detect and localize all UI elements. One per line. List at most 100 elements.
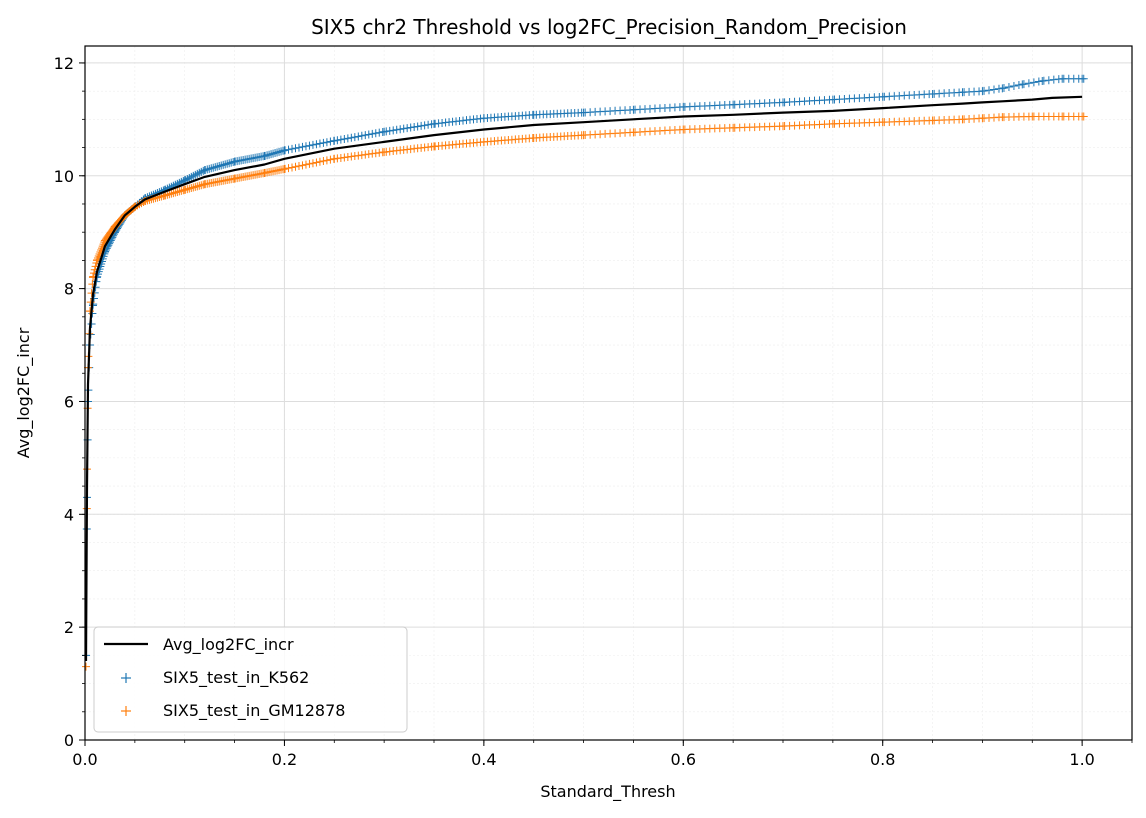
data-point xyxy=(312,158,321,167)
data-point xyxy=(217,161,226,170)
data-point xyxy=(336,135,345,144)
data-point xyxy=(343,134,352,143)
x-tick-label: 0.0 xyxy=(72,750,97,769)
data-point xyxy=(329,136,338,145)
data-point xyxy=(354,132,363,141)
data-point xyxy=(213,162,222,171)
axes-frame xyxy=(84,45,1133,741)
data-point xyxy=(279,146,288,155)
data-point xyxy=(980,86,989,95)
data-point xyxy=(298,161,307,170)
data-point xyxy=(424,120,433,129)
y-tick-label: 12 xyxy=(54,54,74,73)
y-tick-label: 8 xyxy=(64,280,74,299)
data-point xyxy=(183,185,192,194)
data-point xyxy=(281,146,290,155)
data-point xyxy=(165,190,174,199)
data-point xyxy=(227,158,236,167)
x-tick-label: 0.8 xyxy=(870,750,895,769)
data-point xyxy=(329,154,338,163)
y-tick-label: 4 xyxy=(64,505,74,524)
data-point xyxy=(263,151,272,160)
data-point xyxy=(284,145,293,154)
data-point xyxy=(340,134,349,143)
data-point xyxy=(195,168,204,177)
plot-area xyxy=(81,74,1088,671)
data-point xyxy=(371,129,380,138)
x-tick-label: 0.4 xyxy=(471,750,496,769)
data-point xyxy=(89,294,98,303)
data-point xyxy=(86,298,95,307)
data-point xyxy=(301,160,310,169)
data-point xyxy=(357,131,366,140)
data-point xyxy=(81,662,90,671)
data-point xyxy=(169,189,178,198)
series-line-Avg_log2FC_incr xyxy=(84,95,1083,662)
data-point xyxy=(189,171,198,180)
data-point xyxy=(183,174,192,183)
legend-box xyxy=(93,626,408,733)
data-point xyxy=(406,123,415,132)
data-point xyxy=(326,155,335,164)
data-point xyxy=(223,159,232,168)
data-point xyxy=(1044,76,1053,85)
data-point xyxy=(1004,83,1013,92)
grid xyxy=(84,46,1133,741)
data-point xyxy=(1049,75,1058,84)
data-point xyxy=(175,187,184,196)
data-point xyxy=(1034,77,1043,86)
data-point xyxy=(994,84,1003,93)
data-point xyxy=(189,183,198,192)
data-point xyxy=(273,148,282,157)
y-tick-label: 2 xyxy=(64,618,74,637)
data-point xyxy=(1019,80,1028,89)
data-point xyxy=(163,190,172,199)
data-point xyxy=(319,138,328,147)
data-point xyxy=(288,144,297,153)
data-point xyxy=(417,121,426,130)
data-point xyxy=(193,169,202,178)
series-SIX5_test_in_GM12878 xyxy=(81,112,1088,671)
data-point xyxy=(201,165,210,174)
chart-title: SIX5 chr2 Threshold vs log2FC_Precision_… xyxy=(311,15,907,39)
data-point xyxy=(389,126,398,135)
data-point xyxy=(199,180,208,189)
data-point xyxy=(1079,112,1088,121)
data-point xyxy=(308,140,317,149)
data-point xyxy=(396,125,405,134)
data-point xyxy=(413,122,422,131)
data-point xyxy=(173,187,182,196)
legend-label-avg: Avg_log2FC_incr xyxy=(163,635,294,655)
x-axis-label: Standard_Thresh xyxy=(540,782,675,802)
x-tick-label: 0.6 xyxy=(671,750,696,769)
data-point xyxy=(1039,76,1048,85)
legend: Avg_log2FC_incr SIX5_test_in_K562 SIX5_t… xyxy=(93,626,408,733)
data-point xyxy=(203,165,212,174)
data-point xyxy=(1079,74,1088,83)
data-point xyxy=(305,141,314,150)
data-point xyxy=(382,127,391,136)
y-tick-label: 0 xyxy=(64,731,74,750)
data-point xyxy=(375,128,384,137)
data-point xyxy=(187,172,196,181)
data-point xyxy=(185,173,194,182)
data-point xyxy=(267,150,276,159)
data-point xyxy=(403,124,412,133)
data-point xyxy=(999,84,1008,93)
data-point xyxy=(187,184,196,193)
data-point xyxy=(205,164,214,173)
data-point xyxy=(361,131,370,140)
data-point xyxy=(199,166,208,175)
data-point xyxy=(1029,78,1038,87)
data-point xyxy=(195,181,204,190)
data-point xyxy=(179,186,188,195)
data-point xyxy=(209,163,218,172)
data-point xyxy=(347,133,356,142)
data-point xyxy=(410,123,419,132)
data-point xyxy=(291,144,300,153)
data-point xyxy=(326,137,335,146)
data-point xyxy=(294,162,303,171)
data-point xyxy=(281,164,290,173)
legend-label-gm12878: SIX5_test_in_GM12878 xyxy=(163,701,345,721)
